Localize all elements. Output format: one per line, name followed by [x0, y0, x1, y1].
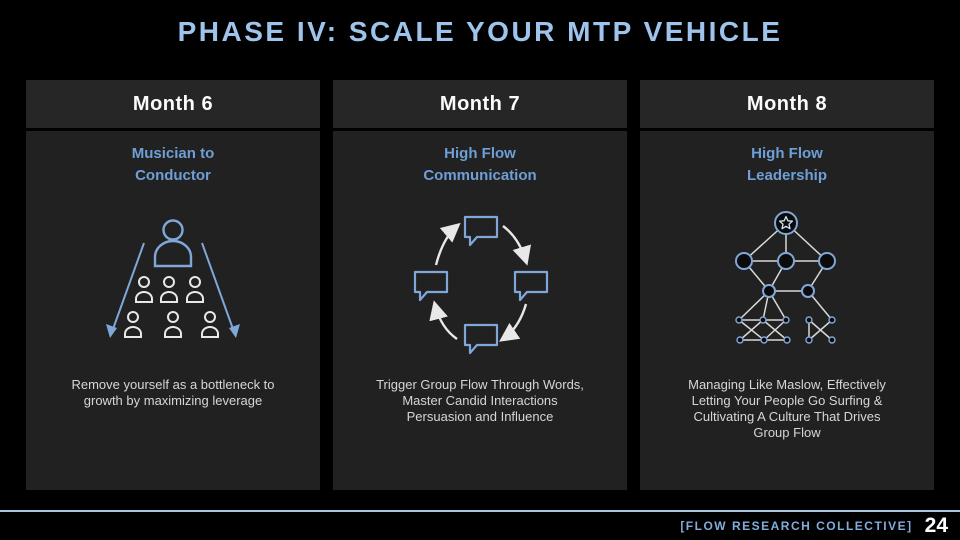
month-8-body: High Flow Leadership Managing Like Maslo… — [640, 131, 934, 490]
month-8-header: Month 8 — [640, 80, 934, 128]
slide-footer: [FLOW RESEARCH COLLECTIVE] 24 — [680, 512, 960, 540]
month-7-description: Trigger Group Flow Through Words, Master… — [376, 377, 584, 424]
musician-to-conductor-icon — [98, 189, 248, 371]
accent-divider-line — [0, 510, 960, 512]
page-number: 24 — [924, 514, 948, 537]
page-title: PHASE IV: SCALE YOUR MTP VEHICLE — [177, 16, 783, 47]
month-7-body: High Flow Communication — [333, 131, 627, 490]
month-6-header: Month 6 — [26, 80, 320, 128]
star-icon — [778, 215, 794, 229]
communication-cycle-icon — [400, 189, 560, 371]
month-6-subtitle: Musician to Conductor — [131, 145, 215, 184]
leadership-network-icon — [707, 189, 867, 371]
month-7-subtitle: High Flow Communication — [423, 145, 537, 184]
month-8-description: Managing Like Maslow, Effectively Lettin… — [688, 377, 886, 440]
month-8-subtitle: High Flow Leadership — [746, 145, 828, 184]
month-6-card: Month 6 Musician to Conductor — [26, 80, 320, 490]
month-8-card: Month 8 — [640, 80, 934, 490]
footer-brand: [FLOW RESEARCH COLLECTIVE] — [680, 519, 913, 533]
month-6-body: Musician to Conductor — [26, 131, 320, 490]
month-7-card: Month 7 High Flow Communication — [333, 80, 627, 490]
month-7-header: Month 7 — [333, 80, 627, 128]
month-6-description: Remove yourself as a bottleneck to growt… — [71, 377, 275, 408]
